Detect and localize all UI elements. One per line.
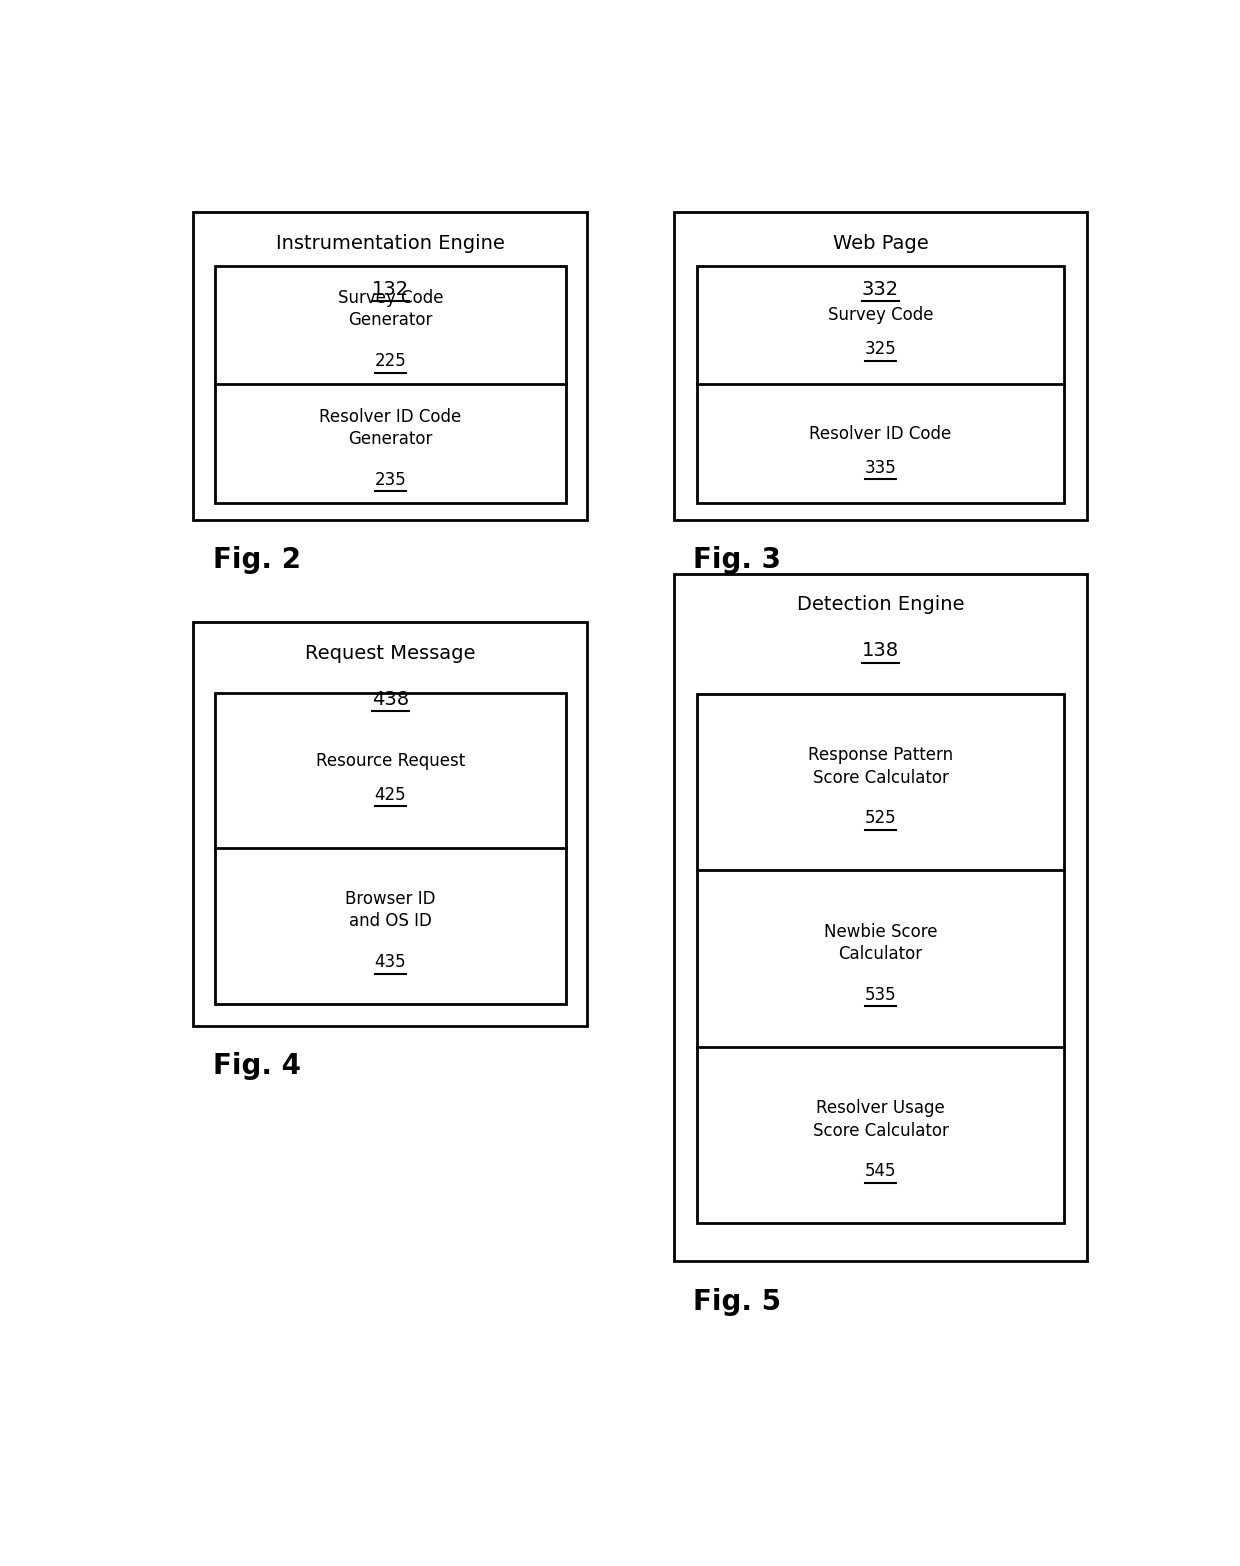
Bar	[215, 266, 565, 503]
Bar	[215, 692, 565, 1004]
Bar	[193, 211, 588, 520]
Text: Survey Code
Generator: Survey Code Generator	[337, 290, 443, 329]
Text: 425: 425	[374, 786, 407, 803]
Text: Instrumentation Engine: Instrumentation Engine	[277, 233, 505, 252]
Text: 235: 235	[374, 471, 407, 489]
Text: Fig. 3: Fig. 3	[693, 547, 781, 575]
Text: Resolver ID Code: Resolver ID Code	[810, 424, 951, 443]
Text: 325: 325	[864, 340, 897, 359]
Bar	[675, 573, 1087, 1261]
Text: Resource Request: Resource Request	[316, 752, 465, 770]
Text: 332: 332	[862, 280, 899, 299]
Text: 545: 545	[864, 1162, 897, 1181]
Bar	[675, 211, 1087, 520]
Text: Newbie Score
Calculator: Newbie Score Calculator	[823, 922, 937, 963]
Text: Detection Engine: Detection Engine	[797, 595, 965, 614]
Text: Fig. 5: Fig. 5	[693, 1287, 781, 1315]
Text: 525: 525	[864, 810, 897, 827]
Text: Fig. 4: Fig. 4	[213, 1052, 300, 1081]
Text: Resolver Usage
Score Calculator: Resolver Usage Score Calculator	[812, 1099, 949, 1140]
Text: 335: 335	[864, 459, 897, 476]
Bar	[697, 694, 1064, 1223]
Text: Resolver ID Code
Generator: Resolver ID Code Generator	[320, 407, 461, 448]
Text: 438: 438	[372, 689, 409, 708]
Text: 225: 225	[374, 352, 407, 370]
Text: Response Pattern
Score Calculator: Response Pattern Score Calculator	[808, 747, 954, 786]
Text: Web Page: Web Page	[833, 233, 929, 252]
Text: Request Message: Request Message	[305, 644, 476, 662]
Text: Survey Code: Survey Code	[828, 307, 934, 324]
Text: 535: 535	[864, 987, 897, 1004]
Text: 138: 138	[862, 642, 899, 661]
Text: Fig. 2: Fig. 2	[213, 547, 300, 575]
Text: 435: 435	[374, 954, 407, 971]
Bar	[697, 266, 1064, 503]
Bar	[193, 622, 588, 1026]
Text: Browser ID
and OS ID: Browser ID and OS ID	[345, 889, 435, 930]
Text: 132: 132	[372, 280, 409, 299]
